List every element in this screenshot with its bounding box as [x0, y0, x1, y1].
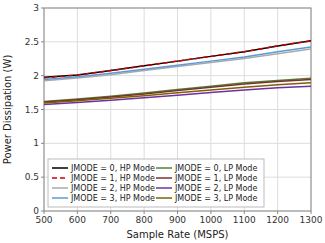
legend-label: JMODE = 3, LP Mode: [174, 194, 257, 203]
legend-swatch: [156, 197, 172, 199]
x-tick: [244, 211, 245, 214]
y-tick-label: 0: [33, 206, 39, 216]
series-line: [44, 80, 311, 102]
y-tick-label: 1.5: [25, 105, 39, 115]
legend-swatch: [52, 187, 68, 189]
legend-label: JMODE = 1, HP Mode: [70, 174, 155, 183]
y-tick: [41, 8, 44, 9]
series-line: [44, 86, 311, 104]
series-line: [44, 78, 311, 101]
x-tick-label: 500: [35, 215, 52, 225]
grid-line-y: [44, 109, 311, 110]
legend-swatch: [156, 177, 172, 179]
legend: JMODE = 0, HP ModeJMODE = 1, HP ModeJMOD…: [48, 159, 264, 207]
legend-swatch: [52, 177, 68, 179]
y-tick: [41, 177, 44, 178]
x-tick: [210, 211, 211, 214]
y-tick: [41, 41, 44, 42]
x-tick-label: 800: [136, 215, 153, 225]
legend-box: [48, 159, 264, 207]
legend-swatch: [156, 167, 172, 169]
y-tick-label: 2.5: [25, 37, 39, 47]
legend-swatch: [156, 187, 172, 189]
x-tick-label: 600: [69, 215, 86, 225]
y-tick-label: 0.5: [25, 172, 39, 182]
chart-container: 500 600 700 800 900 1000 1100 1200 1300 0 0.5 1 1.5 2…: [0, 0, 325, 243]
y-tick: [41, 211, 44, 212]
legend-label: JMODE = 3, HP Mode: [70, 194, 155, 203]
legend-label: JMODE = 2, LP Mode: [174, 184, 257, 193]
x-tick: [144, 211, 145, 214]
grid: [44, 8, 311, 211]
legend-swatch: [52, 167, 68, 169]
y-tick: [41, 143, 44, 144]
x-tick: [311, 211, 312, 214]
x-tick-label: 1300: [300, 215, 323, 225]
y-tick: [41, 109, 44, 110]
y-tick-label: 1: [33, 138, 39, 148]
plot-frame: [44, 8, 311, 211]
x-tick-label: 700: [102, 215, 119, 225]
x-axis-label: Sample Rate (MSPS): [127, 229, 229, 240]
x-tick: [110, 211, 111, 214]
series-line: [44, 41, 311, 78]
y-tick: [41, 75, 44, 76]
y-tick-label: 2: [33, 71, 39, 81]
x-tick-label: 1200: [266, 215, 289, 225]
x-tick: [277, 211, 278, 214]
x-tick: [77, 211, 78, 214]
lines: [44, 41, 311, 105]
y-axis-label: Power Dissipation (W): [2, 55, 13, 165]
y-tick-label: 3: [33, 3, 39, 13]
legend-label: JMODE = 2, HP Mode: [70, 184, 155, 193]
x-tick-label: 1000: [199, 215, 222, 225]
x-tick-label: 1100: [233, 215, 256, 225]
series-line: [44, 41, 311, 78]
series-line: [44, 47, 311, 79]
legend-label: JMODE = 0, LP Mode: [174, 164, 257, 173]
legend-label: JMODE = 1, LP Mode: [174, 174, 257, 183]
legend-label: JMODE = 0, HP Mode: [70, 164, 155, 173]
grid-line-y: [44, 41, 311, 42]
x-tick-label: 900: [169, 215, 186, 225]
chart-svg: 500 600 700 800 900 1000 1100 1200 1300 0 0.5 1 1.5 2…: [0, 0, 325, 243]
x-tick: [177, 211, 178, 214]
legend-swatch: [52, 197, 68, 199]
series-line: [44, 83, 311, 103]
ticks: 500 600 700 800 900 1000 1100 1200 1300 0 0.5 1 1.5 2…: [25, 3, 323, 225]
grid-line-y: [44, 143, 311, 144]
